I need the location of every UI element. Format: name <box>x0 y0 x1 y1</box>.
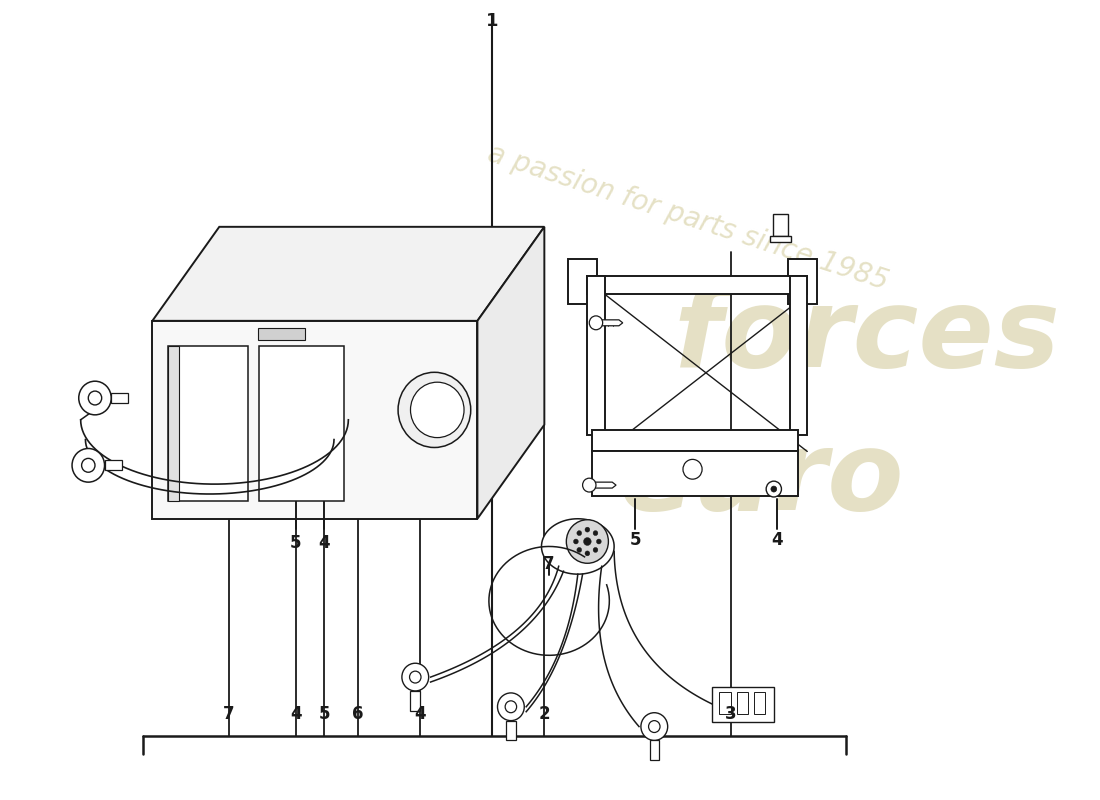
Bar <box>592 430 798 451</box>
Circle shape <box>641 713 668 741</box>
Text: forces: forces <box>673 283 1060 390</box>
Text: 2: 2 <box>539 705 550 722</box>
Circle shape <box>398 372 471 447</box>
Circle shape <box>583 478 596 492</box>
Circle shape <box>81 458 95 472</box>
Circle shape <box>771 486 777 492</box>
Circle shape <box>683 459 702 479</box>
Bar <box>587 276 807 294</box>
Bar <box>719 692 730 714</box>
Text: 4: 4 <box>319 534 330 551</box>
Circle shape <box>585 551 590 556</box>
Circle shape <box>585 527 590 532</box>
Circle shape <box>505 701 517 713</box>
Circle shape <box>596 539 602 544</box>
Text: euro: euro <box>618 426 904 533</box>
Text: 6: 6 <box>352 705 364 722</box>
Text: 5: 5 <box>629 530 641 549</box>
Circle shape <box>573 539 579 544</box>
Text: 3: 3 <box>725 705 737 722</box>
Text: 4: 4 <box>290 705 301 722</box>
Circle shape <box>402 663 429 691</box>
Bar <box>506 721 516 741</box>
Polygon shape <box>153 227 544 321</box>
Polygon shape <box>590 482 616 488</box>
Polygon shape <box>167 346 248 501</box>
Circle shape <box>576 547 582 552</box>
Text: 7: 7 <box>223 705 234 722</box>
Polygon shape <box>260 346 343 501</box>
Text: 4: 4 <box>771 530 782 549</box>
Text: 5: 5 <box>319 705 330 722</box>
Circle shape <box>72 449 104 482</box>
Bar <box>592 451 798 496</box>
Bar <box>111 393 129 403</box>
Polygon shape <box>477 227 544 518</box>
Text: 5: 5 <box>290 534 301 551</box>
Bar <box>788 259 817 304</box>
Circle shape <box>497 693 525 721</box>
Circle shape <box>593 547 598 552</box>
Bar <box>104 460 122 470</box>
Bar <box>587 276 605 434</box>
Bar <box>257 328 306 340</box>
Circle shape <box>767 481 781 497</box>
Circle shape <box>88 391 101 405</box>
Circle shape <box>590 316 603 330</box>
Circle shape <box>410 382 464 438</box>
Circle shape <box>79 381 111 415</box>
Bar <box>773 214 788 236</box>
Circle shape <box>566 520 608 563</box>
Polygon shape <box>153 321 477 518</box>
Text: 4: 4 <box>415 705 426 722</box>
Text: a passion for parts since 1985: a passion for parts since 1985 <box>484 140 892 296</box>
Circle shape <box>409 671 421 683</box>
Bar <box>410 691 420 710</box>
Bar <box>649 741 659 760</box>
Circle shape <box>593 530 598 535</box>
Circle shape <box>583 538 591 546</box>
Bar <box>770 236 791 242</box>
Circle shape <box>649 721 660 733</box>
Bar <box>712 687 773 722</box>
Circle shape <box>576 530 582 535</box>
Polygon shape <box>541 518 614 574</box>
Text: 7: 7 <box>543 555 554 573</box>
Bar <box>167 346 179 501</box>
Text: 1: 1 <box>485 12 498 30</box>
Bar <box>569 259 597 304</box>
Bar <box>737 692 748 714</box>
Bar <box>754 692 766 714</box>
Bar <box>790 276 807 434</box>
Polygon shape <box>596 320 623 326</box>
